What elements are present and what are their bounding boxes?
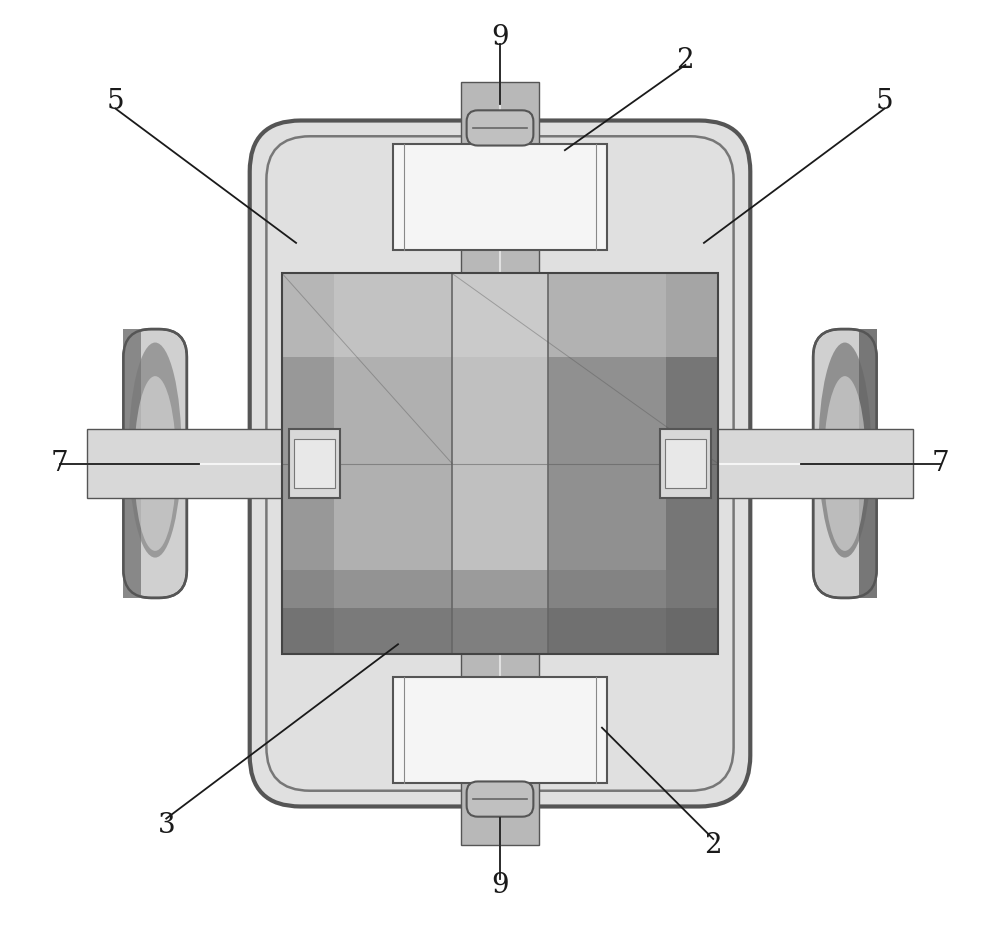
Bar bbox=[289, 429, 340, 498]
Bar bbox=[123, 329, 141, 598]
Text: 7: 7 bbox=[931, 450, 949, 477]
Bar bbox=[859, 329, 877, 598]
Text: 2: 2 bbox=[704, 832, 722, 859]
Bar bbox=[282, 273, 334, 654]
Bar bbox=[294, 439, 335, 488]
Bar bbox=[282, 273, 718, 654]
Bar bbox=[282, 464, 718, 654]
Text: 5: 5 bbox=[106, 88, 124, 116]
Text: 7: 7 bbox=[51, 450, 69, 477]
FancyBboxPatch shape bbox=[250, 121, 750, 806]
Text: 2: 2 bbox=[677, 46, 694, 74]
Bar bbox=[665, 439, 706, 488]
Bar bbox=[282, 273, 718, 464]
Bar bbox=[461, 82, 539, 845]
Ellipse shape bbox=[134, 376, 176, 551]
FancyBboxPatch shape bbox=[467, 110, 533, 146]
Text: 9: 9 bbox=[491, 871, 509, 899]
Bar bbox=[666, 273, 718, 654]
Bar bbox=[522, 273, 718, 654]
Bar bbox=[87, 429, 913, 498]
Bar bbox=[282, 608, 718, 654]
Ellipse shape bbox=[824, 376, 866, 551]
Ellipse shape bbox=[129, 343, 182, 558]
Bar bbox=[282, 273, 478, 654]
FancyBboxPatch shape bbox=[813, 329, 877, 598]
Bar bbox=[393, 144, 607, 250]
Text: 9: 9 bbox=[491, 23, 509, 51]
Bar bbox=[282, 273, 718, 357]
Bar bbox=[660, 429, 711, 498]
Bar bbox=[393, 677, 607, 783]
Bar bbox=[452, 273, 548, 654]
Text: 5: 5 bbox=[876, 88, 894, 116]
FancyBboxPatch shape bbox=[467, 781, 533, 817]
FancyBboxPatch shape bbox=[123, 329, 187, 598]
Text: 3: 3 bbox=[157, 811, 175, 839]
Ellipse shape bbox=[818, 343, 871, 558]
Bar bbox=[282, 570, 718, 654]
